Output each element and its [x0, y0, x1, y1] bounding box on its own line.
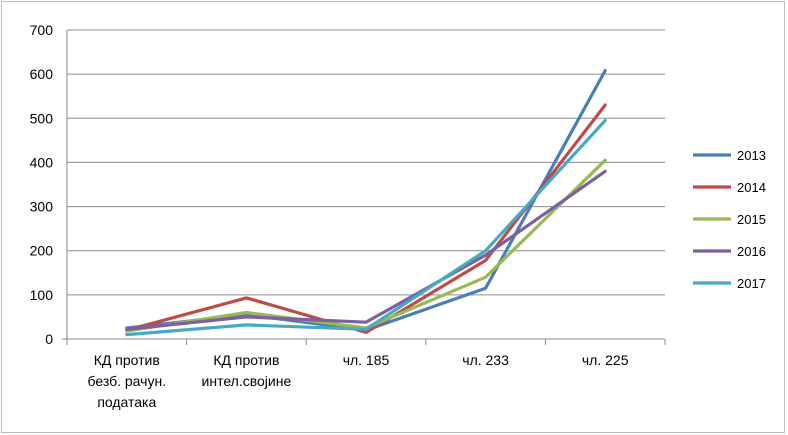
x-tick-label-line: КД против [213, 352, 279, 368]
y-tick-label: 200 [30, 243, 54, 259]
x-tick-label-line: података [97, 394, 156, 410]
legend-label: 2013 [737, 148, 766, 163]
y-tick-labels: 0 100 200 300 400 500 600 700 [30, 22, 54, 347]
series-line-2014 [125, 103, 607, 334]
x-tick-label-line: безб. рачун. [88, 373, 167, 389]
legend-label: 2014 [737, 180, 766, 195]
y-tick-label: 0 [45, 331, 53, 347]
legend-label: 2015 [737, 212, 766, 227]
axes [62, 30, 666, 345]
x-tick-label-line: чл. 185 [343, 352, 390, 368]
y-tick-label: 300 [30, 199, 54, 215]
x-tick-label: чл. 233 [462, 352, 509, 368]
gridlines [67, 29, 665, 296]
series-line-2016 [125, 169, 607, 331]
y-tick-label: 400 [30, 154, 54, 170]
series-line-2015 [125, 158, 607, 333]
legend-label: 2016 [737, 244, 766, 259]
x-tick-label-line: интел.својине [202, 373, 292, 389]
series-line-2017 [125, 118, 607, 337]
x-tick-label: КД против безб. рачун. података [88, 352, 167, 410]
x-tick-label: чл. 225 [582, 352, 629, 368]
x-tick-label-line: чл. 233 [462, 352, 509, 368]
x-tick-label-line: чл. 225 [582, 352, 629, 368]
x-tick-label: КД против интел.својине [202, 352, 292, 389]
x-tick-label-line: КД против [94, 352, 160, 368]
legend: 2013 2014 2015 2016 2017 [693, 148, 766, 291]
x-tick-label: чл. 185 [343, 352, 390, 368]
y-tick-label: 100 [30, 287, 54, 303]
y-tick-label: 500 [30, 110, 54, 126]
y-tick-label: 700 [30, 22, 54, 38]
legend-label: 2017 [737, 276, 766, 291]
series-lines [125, 68, 607, 337]
x-tick-labels: КД против безб. рачун. података КД против ин… [88, 352, 629, 410]
y-tick-label: 600 [30, 66, 54, 82]
